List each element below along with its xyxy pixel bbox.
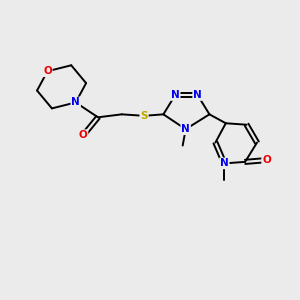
Text: O: O (43, 66, 52, 76)
Text: S: S (140, 111, 148, 121)
Text: O: O (79, 130, 88, 140)
Text: O: O (262, 155, 271, 165)
Text: N: N (171, 90, 180, 100)
Text: N: N (220, 158, 229, 168)
Text: N: N (193, 90, 202, 100)
Text: N: N (181, 124, 190, 134)
Text: N: N (71, 98, 80, 107)
